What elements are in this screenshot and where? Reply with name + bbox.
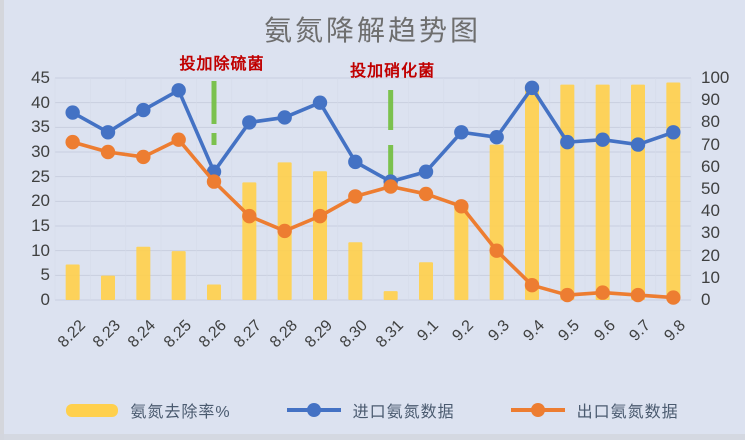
removal-rate-bar — [454, 204, 469, 300]
removal-rate-bar — [489, 144, 504, 300]
legend-item: 进口氨氮数据 — [286, 398, 455, 422]
outlet-point — [383, 179, 398, 194]
outlet-point — [595, 285, 610, 300]
y-axis-left-tick-label: 35 — [31, 117, 50, 137]
legend-line-marker-icon — [286, 403, 341, 418]
outlet-point — [454, 199, 469, 214]
removal-rate-bar — [631, 84, 645, 300]
y-axis-right-tick-label: 100 — [701, 68, 730, 87]
inlet-point — [348, 154, 363, 170]
legend-label: 氨氮去除率% — [130, 404, 231, 421]
inlet-point — [277, 110, 292, 125]
outlet-point — [418, 186, 434, 202]
chart-title: 氨氮降解趋势图 — [263, 15, 481, 46]
outlet-point — [666, 290, 681, 305]
outlet-point — [171, 132, 186, 147]
outlet-point — [524, 278, 540, 293]
removal-rate-bar — [101, 275, 115, 300]
y-axis-left-tick-label: 10 — [31, 240, 50, 260]
removal-rate-bar — [525, 84, 539, 300]
y-axis-right-tick-label: 20 — [701, 245, 720, 265]
legend-label: 出口氨氮数据 — [576, 404, 679, 421]
inlet-point — [312, 95, 328, 110]
outlet-point — [100, 144, 116, 160]
y-axis-right-tick-label: 30 — [701, 223, 720, 243]
removal-rate-bar — [313, 171, 327, 300]
legend-dot-icon — [530, 403, 545, 417]
y-axis-left-tick-label: 25 — [31, 166, 50, 186]
y-axis-right-tick-label: 60 — [701, 156, 720, 176]
legend: 氨氮去除率% 进口氨氮数据 出口氨氮数据 — [0, 396, 745, 424]
removal-rate-bar — [666, 82, 681, 300]
removal-rate-bar — [595, 84, 610, 300]
removal-rate-bar — [560, 84, 575, 300]
y-axis-left-tick-label: 45 — [31, 68, 50, 87]
outlet-point — [136, 149, 151, 165]
outlet-point — [242, 208, 257, 224]
legend-dot-icon — [306, 403, 321, 417]
inlet-point — [136, 102, 151, 118]
removal-rate-bar — [348, 242, 363, 300]
legend-label: 进口氨氮数据 — [352, 404, 455, 421]
inlet-point — [100, 125, 116, 140]
y-axis-left-tick-label: 5 — [40, 265, 50, 285]
inlet-point — [242, 115, 257, 130]
y-axis-left-tick-label: 20 — [31, 191, 50, 211]
annotation-label: 投加除硫菌 — [179, 56, 265, 73]
removal-rate-bar — [65, 264, 80, 300]
outlet-point — [206, 174, 222, 189]
outlet-point — [560, 287, 575, 303]
y-axis-right-tick-label: 40 — [701, 201, 720, 221]
legend-item: 出口氨氮数据 — [510, 398, 679, 422]
removal-rate-bar — [242, 182, 257, 300]
inlet-point — [454, 125, 469, 140]
legend-bar-swatch-icon — [66, 403, 119, 417]
inlet-point — [666, 125, 681, 140]
annotation-label: 投加硝化菌 — [350, 63, 436, 80]
inlet-point — [524, 80, 540, 96]
outlet-point — [277, 223, 292, 239]
legend-item: 氨氮去除率% — [66, 398, 230, 422]
y-axis-right-tick-label: 10 — [701, 267, 720, 287]
photo-edge-left — [0, 0, 4, 440]
removal-rate-bar — [383, 291, 398, 300]
inlet-point — [418, 164, 434, 179]
removal-rate-bar — [207, 284, 221, 300]
y-axis-right-tick-label: 80 — [701, 112, 720, 132]
y-axis-right-tick-label: 50 — [701, 179, 720, 198]
legend-line-marker-icon — [510, 403, 565, 418]
outlet-point — [312, 208, 328, 224]
removal-rate-bar — [419, 262, 433, 300]
inlet-point — [171, 83, 186, 98]
y-axis-right-tick-label: 0 — [701, 290, 711, 309]
y-axis-right-tick-label: 70 — [701, 134, 720, 154]
inlet-point — [560, 134, 575, 150]
y-axis-left-tick-label: 40 — [31, 92, 50, 112]
outlet-point — [489, 243, 504, 258]
inlet-point — [65, 105, 80, 120]
outlet-point — [65, 134, 80, 150]
removal-rate-bar — [136, 246, 151, 300]
photo-edge-bottom — [0, 434, 745, 440]
outlet-point — [630, 287, 646, 303]
inlet-point — [630, 137, 646, 152]
inlet-point — [489, 130, 504, 145]
y-axis-right-tick-label: 90 — [701, 90, 720, 110]
y-axis-left-tick-label: 0 — [40, 290, 50, 309]
removal-rate-bar — [171, 251, 186, 300]
outlet-point — [348, 189, 363, 204]
y-axis-left-tick-label: 30 — [31, 142, 50, 161]
inlet-point — [595, 132, 610, 147]
y-axis-left-tick-label: 15 — [31, 216, 50, 235]
